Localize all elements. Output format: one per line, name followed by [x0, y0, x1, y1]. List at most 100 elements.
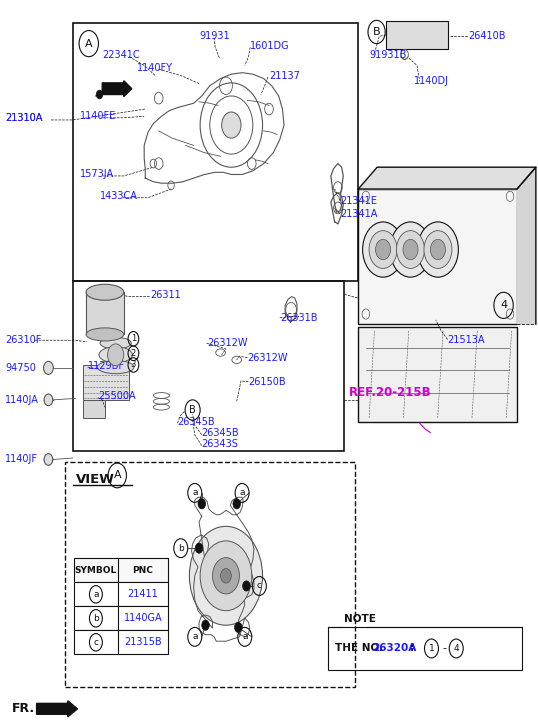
- Bar: [386, 21, 448, 49]
- Circle shape: [424, 230, 452, 268]
- Circle shape: [369, 230, 397, 268]
- Text: 21341A: 21341A: [340, 209, 377, 219]
- Bar: [74, 558, 168, 582]
- Text: c: c: [94, 638, 98, 647]
- Circle shape: [44, 454, 53, 465]
- Bar: [65, 462, 355, 687]
- Circle shape: [390, 222, 431, 277]
- Text: 1140JF: 1140JF: [5, 454, 38, 465]
- Bar: [74, 582, 168, 606]
- Text: 21341E: 21341E: [340, 196, 377, 206]
- Circle shape: [44, 361, 53, 374]
- Polygon shape: [517, 167, 536, 324]
- Text: a: a: [239, 489, 245, 497]
- Text: 1129BF: 1129BF: [88, 361, 125, 371]
- Text: -: -: [443, 643, 447, 654]
- Text: 1: 1: [429, 644, 434, 653]
- Text: 26310F: 26310F: [5, 335, 42, 345]
- Text: 21513A: 21513A: [448, 334, 485, 345]
- Circle shape: [200, 541, 252, 611]
- Text: 26150B: 26150B: [249, 377, 286, 387]
- Circle shape: [417, 222, 458, 277]
- Text: 26345B: 26345B: [202, 428, 239, 438]
- Text: a: a: [242, 632, 247, 641]
- Text: 26320A: 26320A: [372, 643, 416, 654]
- Text: 1: 1: [131, 334, 136, 343]
- Bar: [358, 189, 517, 324]
- Circle shape: [243, 581, 250, 591]
- Text: 26331B: 26331B: [280, 313, 317, 323]
- Text: 94750: 94750: [5, 363, 36, 373]
- Bar: [74, 606, 168, 630]
- Bar: [86, 292, 124, 334]
- Text: a: a: [192, 489, 197, 497]
- Text: 22341C: 22341C: [102, 49, 140, 60]
- Circle shape: [195, 543, 203, 553]
- Bar: [83, 400, 105, 418]
- Text: FR.: FR.: [12, 702, 35, 715]
- Circle shape: [397, 230, 424, 268]
- Text: PNC: PNC: [132, 566, 153, 575]
- Text: 3: 3: [131, 361, 136, 369]
- Bar: [358, 327, 517, 422]
- Circle shape: [44, 394, 53, 406]
- Text: b: b: [93, 614, 99, 623]
- Circle shape: [189, 526, 263, 625]
- Text: 4: 4: [500, 300, 507, 310]
- Ellipse shape: [99, 347, 132, 363]
- Text: 26312W: 26312W: [207, 338, 247, 348]
- Text: a: a: [192, 632, 197, 641]
- Text: 21310A: 21310A: [5, 113, 43, 123]
- Text: VIEW: VIEW: [76, 473, 115, 486]
- Text: 1140FY: 1140FY: [137, 63, 173, 73]
- Text: 25500A: 25500A: [98, 391, 136, 401]
- Text: 21411: 21411: [128, 590, 158, 599]
- Text: c: c: [257, 582, 262, 590]
- Circle shape: [430, 239, 445, 260]
- FancyArrow shape: [37, 701, 77, 717]
- Text: 26312W: 26312W: [247, 353, 288, 363]
- Ellipse shape: [86, 328, 124, 341]
- Text: SYMBOL: SYMBOL: [75, 566, 117, 575]
- Circle shape: [222, 112, 241, 138]
- Text: 26311: 26311: [151, 290, 181, 300]
- Bar: [328, 627, 522, 670]
- Text: 21315B: 21315B: [124, 638, 162, 647]
- Text: THE NO.: THE NO.: [335, 643, 383, 654]
- Circle shape: [403, 239, 418, 260]
- Text: 1140GA: 1140GA: [124, 614, 162, 623]
- Text: NOTE: NOTE: [344, 614, 376, 624]
- Ellipse shape: [86, 284, 124, 300]
- Text: B: B: [373, 27, 380, 37]
- Text: 1140DJ: 1140DJ: [414, 76, 449, 87]
- Polygon shape: [358, 167, 536, 189]
- Text: 91931B: 91931B: [369, 50, 406, 60]
- Text: 1433CA: 1433CA: [100, 191, 137, 201]
- FancyArrow shape: [102, 81, 132, 97]
- Bar: [74, 630, 168, 654]
- Text: 2: 2: [131, 349, 136, 358]
- Circle shape: [108, 344, 124, 366]
- Circle shape: [198, 499, 206, 509]
- Text: 21137: 21137: [269, 71, 300, 81]
- Ellipse shape: [97, 361, 134, 374]
- Text: 4: 4: [454, 644, 459, 653]
- Text: 91931: 91931: [199, 31, 230, 41]
- Bar: [83, 365, 129, 400]
- Circle shape: [202, 620, 209, 630]
- Circle shape: [233, 499, 240, 509]
- Circle shape: [221, 569, 231, 583]
- Text: 1140JA: 1140JA: [5, 395, 39, 405]
- Circle shape: [96, 90, 103, 99]
- Circle shape: [376, 239, 391, 260]
- Text: a: a: [93, 590, 98, 599]
- Ellipse shape: [100, 337, 131, 349]
- Text: 1140FE: 1140FE: [80, 111, 116, 121]
- Text: :: :: [410, 643, 414, 654]
- Text: b: b: [178, 544, 183, 553]
- Text: 1573JA: 1573JA: [80, 169, 114, 180]
- Text: 26345B: 26345B: [178, 417, 215, 427]
- Bar: [73, 281, 344, 451]
- Text: 26343S: 26343S: [202, 439, 239, 449]
- Text: A: A: [85, 39, 93, 49]
